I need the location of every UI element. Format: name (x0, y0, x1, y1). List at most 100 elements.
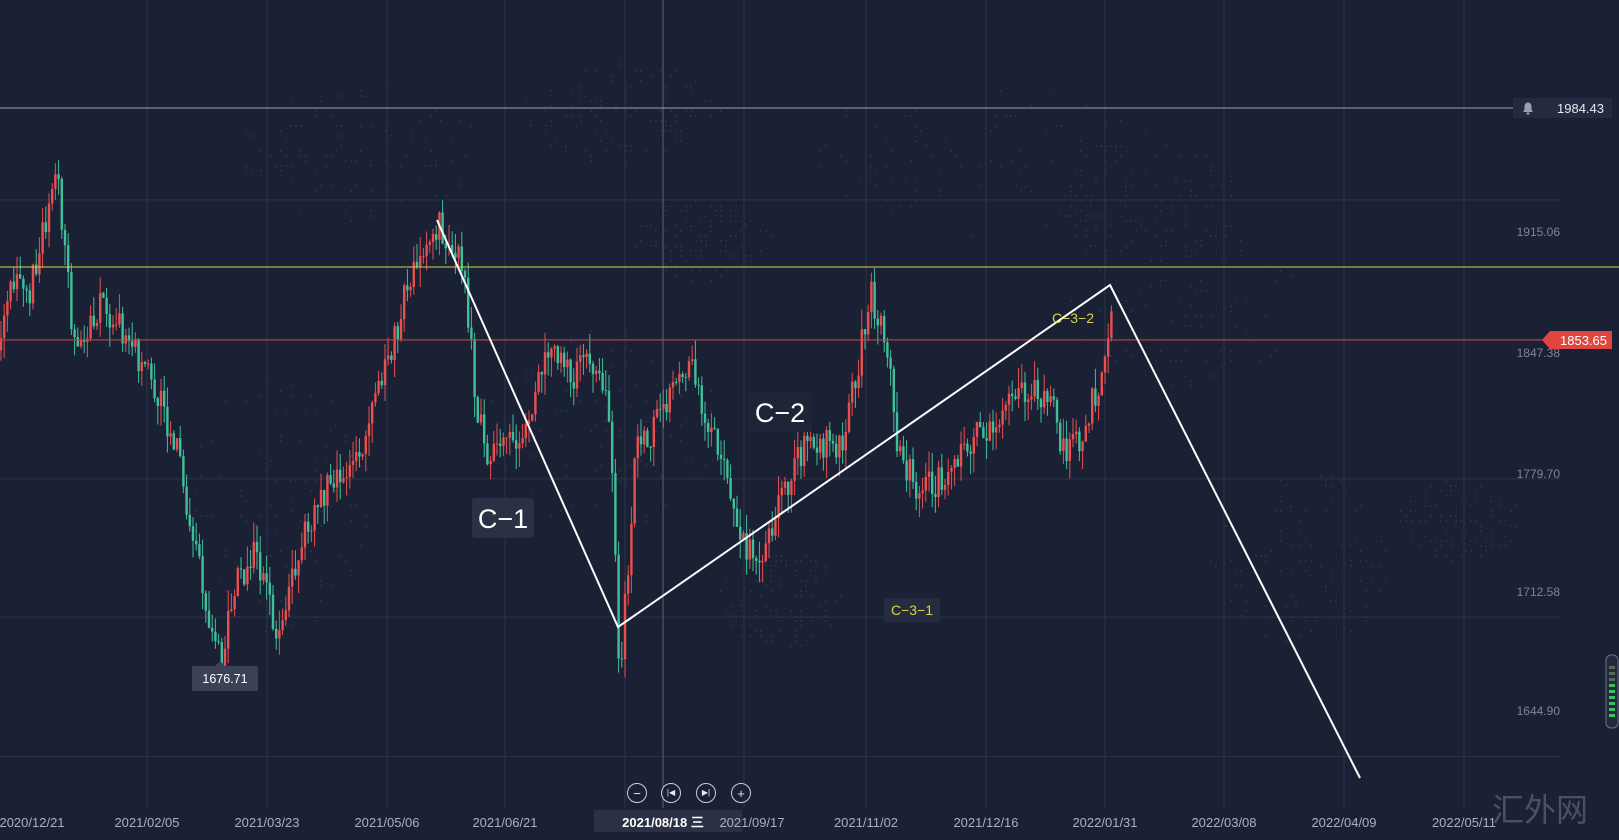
map-dot (1185, 180, 1187, 182)
map-dot (815, 630, 817, 632)
candle-body (444, 243, 447, 249)
map-dot (980, 165, 982, 167)
map-dot (260, 395, 262, 397)
map-dot (1275, 280, 1277, 282)
map-dot (1155, 155, 1157, 157)
alert-price-tag[interactable]: 1984.43 (1513, 98, 1612, 118)
map-dot (1240, 240, 1242, 242)
candle-body (41, 222, 44, 254)
map-dot (960, 165, 962, 167)
scroll-handle[interactable] (1605, 654, 1619, 729)
jump-end-button[interactable]: ▶| (696, 783, 716, 803)
map-dot (1290, 620, 1292, 622)
candle-body (479, 414, 483, 423)
candle-body (188, 514, 191, 527)
map-dot (775, 560, 777, 562)
y-tick-label: 1644.90 (1517, 704, 1561, 718)
candle-body (966, 443, 969, 452)
zoom-in-button[interactable]: + (731, 783, 751, 803)
map-dot (1335, 600, 1337, 602)
map-dot (660, 420, 662, 422)
map-dot (680, 255, 682, 257)
candle-body (121, 313, 124, 344)
map-dot (1280, 570, 1282, 572)
jump-start-button[interactable]: |◀ (661, 783, 681, 803)
map-dot (705, 255, 707, 257)
candle-body (175, 438, 179, 450)
map-dot (975, 200, 977, 202)
map-dot (225, 590, 227, 592)
map-dot (745, 255, 747, 257)
map-dot (1095, 175, 1097, 177)
map-dot (775, 615, 777, 617)
map-dot (620, 95, 622, 97)
map-dot (590, 155, 592, 157)
map-dot (1000, 165, 1002, 167)
map-dot (685, 210, 687, 212)
map-dot (1335, 625, 1337, 627)
candle-body (655, 408, 659, 417)
map-dot (345, 200, 347, 202)
map-dot (1320, 565, 1322, 567)
map-dot (1215, 310, 1217, 312)
map-dot (1470, 550, 1472, 552)
map-dot (1100, 310, 1102, 312)
map-dot (280, 615, 282, 617)
map-dot (1360, 550, 1362, 552)
map-dot (1505, 545, 1507, 547)
map-dot (915, 140, 917, 142)
map-dot (1090, 245, 1092, 247)
map-dot (710, 220, 712, 222)
map-dot (1350, 565, 1352, 567)
candle-body (287, 586, 291, 611)
map-dot (1125, 220, 1127, 222)
map-dot (1425, 490, 1427, 492)
map-dot (330, 155, 332, 157)
map-dot (295, 480, 297, 482)
map-dot (1435, 505, 1437, 507)
map-dot (770, 635, 772, 637)
map-dot (1125, 350, 1127, 352)
map-dot (910, 205, 912, 207)
map-dot (1075, 235, 1077, 237)
candle-body (572, 382, 575, 389)
map-dot (770, 570, 772, 572)
map-dot (620, 470, 622, 472)
map-dot (645, 515, 647, 517)
map-dot (1130, 185, 1132, 187)
map-dot (595, 400, 597, 402)
map-dot (1045, 225, 1047, 227)
candle-body (355, 451, 358, 462)
map-dot (1195, 250, 1197, 252)
map-dot (640, 255, 642, 257)
candle-body (748, 539, 751, 560)
map-dot (935, 100, 937, 102)
candle-body (422, 255, 425, 257)
map-dot (1490, 510, 1492, 512)
map-dot (915, 200, 917, 202)
bell-icon[interactable] (1523, 102, 1533, 115)
map-dot (665, 505, 667, 507)
map-dot (825, 565, 827, 567)
map-dot (290, 480, 292, 482)
map-dot (830, 135, 832, 137)
zoom-out-button[interactable]: − (627, 783, 647, 803)
map-dot (825, 620, 827, 622)
map-dot (905, 115, 907, 117)
map-dot (655, 210, 657, 212)
map-dot (1290, 595, 1292, 597)
map-dot (370, 160, 372, 162)
map-dot (610, 365, 612, 367)
map-dot (255, 465, 257, 467)
map-dot (1430, 540, 1432, 542)
map-dot (1265, 635, 1267, 637)
map-dot (340, 125, 342, 127)
map-dot (1185, 255, 1187, 257)
map-dot (1375, 555, 1377, 557)
map-dot (665, 420, 667, 422)
map-dot (750, 220, 752, 222)
map-dot (1445, 540, 1447, 542)
map-dot (705, 235, 707, 237)
map-dot (630, 145, 632, 147)
